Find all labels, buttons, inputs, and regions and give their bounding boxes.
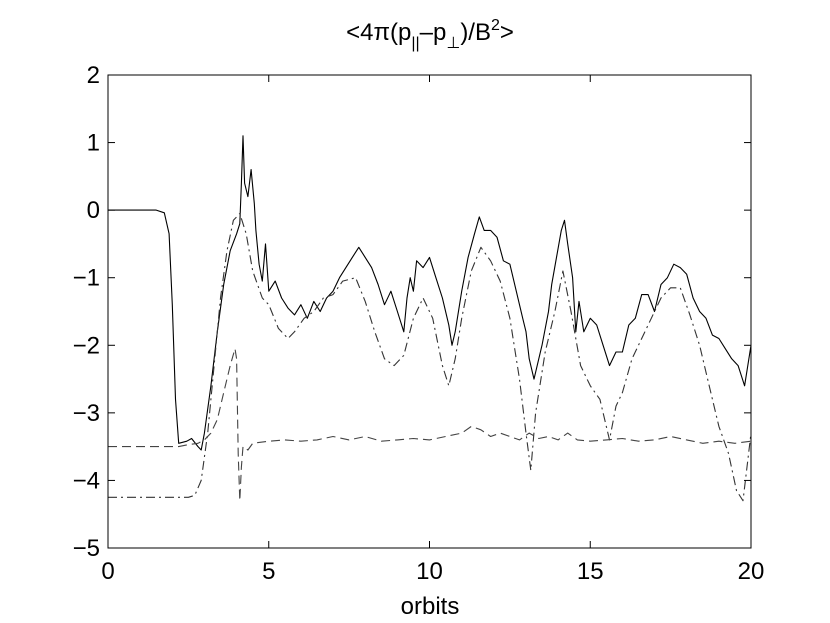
chart-title: <4π(p||–p⊥)/B2>: [346, 17, 514, 52]
title-part: ⊥: [446, 35, 460, 52]
y-tick-label: −4: [73, 467, 100, 494]
x-tick-label: 10: [416, 558, 443, 585]
series-layer: [108, 135, 752, 502]
title-part: >: [500, 19, 514, 46]
x-tick-label: 15: [577, 558, 604, 585]
y-tick-label: −5: [73, 535, 100, 562]
y-tick-label: 0: [87, 197, 100, 224]
title-part: 2: [491, 17, 500, 34]
x-tick-label: 5: [262, 558, 275, 585]
series-line-dash-dot: [108, 212, 752, 502]
title-part: <4π(p: [346, 19, 411, 46]
title-part: –p: [420, 19, 447, 46]
x-tick-label: 0: [101, 558, 114, 585]
series-line-dashed: [108, 348, 752, 502]
y-tick-label: −1: [73, 265, 100, 292]
y-tick-label: 1: [87, 130, 100, 157]
title-part: )/B: [460, 19, 491, 46]
y-tick-label: −3: [73, 400, 100, 427]
x-axis-title: orbits: [401, 593, 460, 620]
y-tick-label: 2: [87, 62, 100, 89]
y-tick-label: −2: [73, 332, 100, 359]
x-tick-label: 20: [738, 558, 765, 585]
series-line-solid: [108, 135, 752, 451]
title-part: ||: [411, 35, 419, 52]
